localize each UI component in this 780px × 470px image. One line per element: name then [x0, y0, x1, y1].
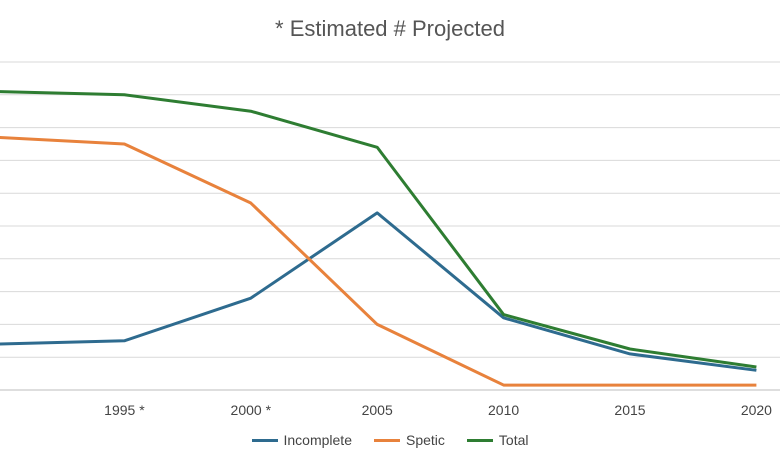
x-tick-label: 2020 — [741, 402, 772, 418]
series-lines — [0, 90, 757, 387]
x-tick-label: 2005 — [362, 402, 393, 418]
x-tick-label: 2015 — [614, 402, 645, 418]
legend-item-total: Total — [466, 432, 529, 448]
legend-item-spetic: Spetic — [373, 432, 445, 448]
legend-label: Total — [498, 432, 529, 448]
legend-swatch — [373, 438, 400, 442]
x-axis-ticks: 1995 * 2000 * 2005 2010 2015 2020 — [104, 402, 772, 418]
chart-title: * Estimated # Projected — [275, 16, 505, 41]
legend: Incomplete Spetic Total — [0, 432, 780, 448]
series-line-total — [0, 90, 757, 369]
x-tick-label: 2000 * — [231, 402, 272, 418]
legend-label: Spetic — [405, 432, 445, 448]
x-tick-label: 1995 * — [104, 402, 145, 418]
legend-item-incomplete: Incomplete — [251, 432, 352, 448]
series-line-incomplete — [0, 211, 757, 372]
x-tick-label: 2010 — [488, 402, 519, 418]
legend-label: Incomplete — [283, 432, 352, 448]
series-line-spetic — [0, 136, 757, 387]
legend-swatch — [251, 438, 278, 442]
legend-swatch — [466, 438, 493, 442]
